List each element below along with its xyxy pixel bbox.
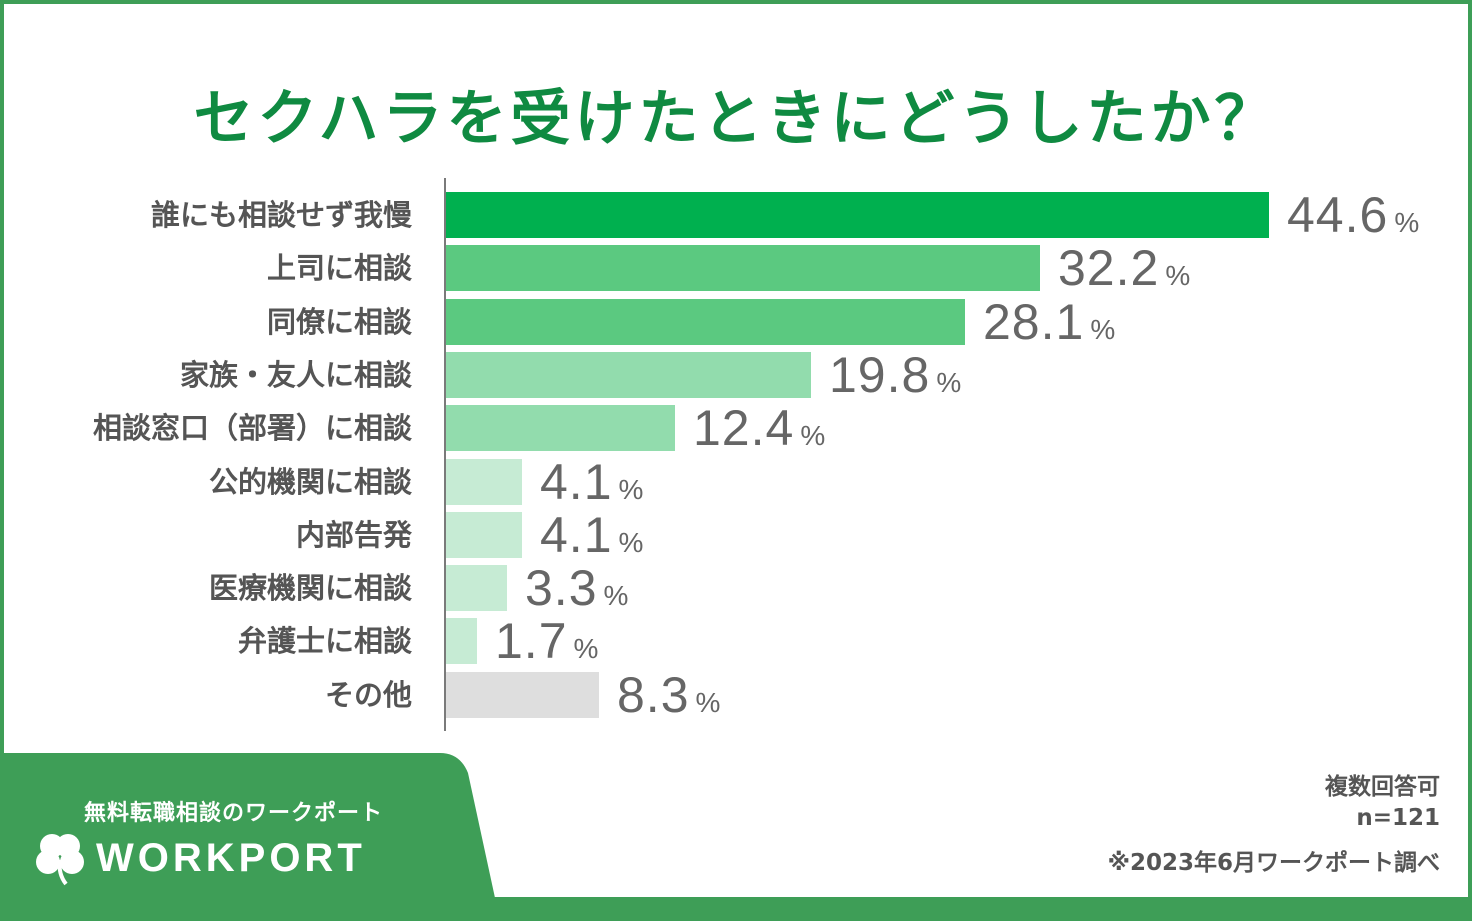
category-label: その他 bbox=[324, 678, 412, 712]
data-label-value: 3.3 bbox=[525, 560, 598, 616]
data-label-unit: % bbox=[618, 474, 644, 505]
data-label-value: 19.8 bbox=[829, 347, 931, 403]
data-label-unit: % bbox=[1394, 207, 1420, 238]
data-label-unit: % bbox=[800, 420, 826, 451]
data-label-value: 12.4 bbox=[693, 400, 795, 456]
data-label: 3.3% bbox=[525, 563, 629, 613]
note-source: ※2023年6月ワークポート調べ bbox=[1107, 850, 1440, 876]
data-label-unit: % bbox=[1090, 314, 1116, 345]
clover-icon bbox=[34, 830, 86, 890]
category-label: 上司に相談 bbox=[266, 251, 412, 285]
data-label-value: 44.6 bbox=[1287, 187, 1389, 243]
data-label-value: 8.3 bbox=[617, 667, 690, 723]
category-axis-line bbox=[444, 178, 446, 731]
category-label: 相談窓口（部署）に相談 bbox=[92, 411, 412, 445]
data-label-unit: % bbox=[936, 367, 962, 398]
data-label: 44.6% bbox=[1287, 190, 1420, 240]
bar bbox=[446, 459, 522, 505]
chart-title: セクハラを受けたときにどうしたか？ bbox=[193, 84, 1279, 154]
data-label-value: 1.7 bbox=[495, 613, 568, 669]
data-label-unit: % bbox=[603, 580, 629, 611]
data-label-value: 32.2 bbox=[1058, 240, 1160, 296]
data-label-value: 4.1 bbox=[540, 507, 613, 563]
data-label: 19.8% bbox=[829, 350, 962, 400]
category-label: 家族・友人に相談 bbox=[179, 358, 412, 392]
category-label: 内部告発 bbox=[295, 518, 412, 552]
bar bbox=[446, 512, 522, 558]
brand-logo-text: WORKPORT bbox=[96, 836, 366, 880]
bar bbox=[446, 618, 477, 664]
data-label: 4.1% bbox=[540, 457, 644, 507]
category-label: 誰にも相談せず我慢 bbox=[150, 198, 412, 232]
bar bbox=[446, 299, 965, 345]
data-label: 1.7% bbox=[495, 616, 599, 666]
bar bbox=[446, 245, 1040, 291]
data-label: 32.2% bbox=[1058, 243, 1191, 293]
data-label: 12.4% bbox=[693, 403, 826, 453]
data-label: 8.3% bbox=[617, 670, 721, 720]
bar bbox=[446, 192, 1269, 238]
note-sample-size: n=121 bbox=[1356, 805, 1440, 831]
note-multiple-answers: 複数回答可 bbox=[1325, 774, 1440, 800]
bar bbox=[446, 405, 675, 451]
brand-tagline: 無料転職相談のワークポート bbox=[84, 801, 384, 826]
data-label: 4.1% bbox=[540, 510, 644, 560]
data-label-unit: % bbox=[1165, 260, 1191, 291]
brand-panel bbox=[0, 753, 500, 921]
data-label-value: 4.1 bbox=[540, 454, 613, 510]
category-label: 医療機関に相談 bbox=[208, 571, 412, 605]
category-label: 同僚に相談 bbox=[266, 305, 412, 339]
category-label: 公的機関に相談 bbox=[208, 465, 412, 499]
data-label-value: 28.1 bbox=[983, 294, 1085, 350]
category-label: 弁護士に相談 bbox=[237, 624, 412, 658]
bar bbox=[446, 672, 599, 718]
data-label-unit: % bbox=[618, 527, 644, 558]
bottom-strip bbox=[0, 897, 1472, 921]
data-label-unit: % bbox=[695, 687, 721, 718]
bar bbox=[446, 352, 811, 398]
bar bbox=[446, 565, 507, 611]
data-label: 28.1% bbox=[983, 297, 1116, 347]
data-label-unit: % bbox=[573, 633, 599, 664]
